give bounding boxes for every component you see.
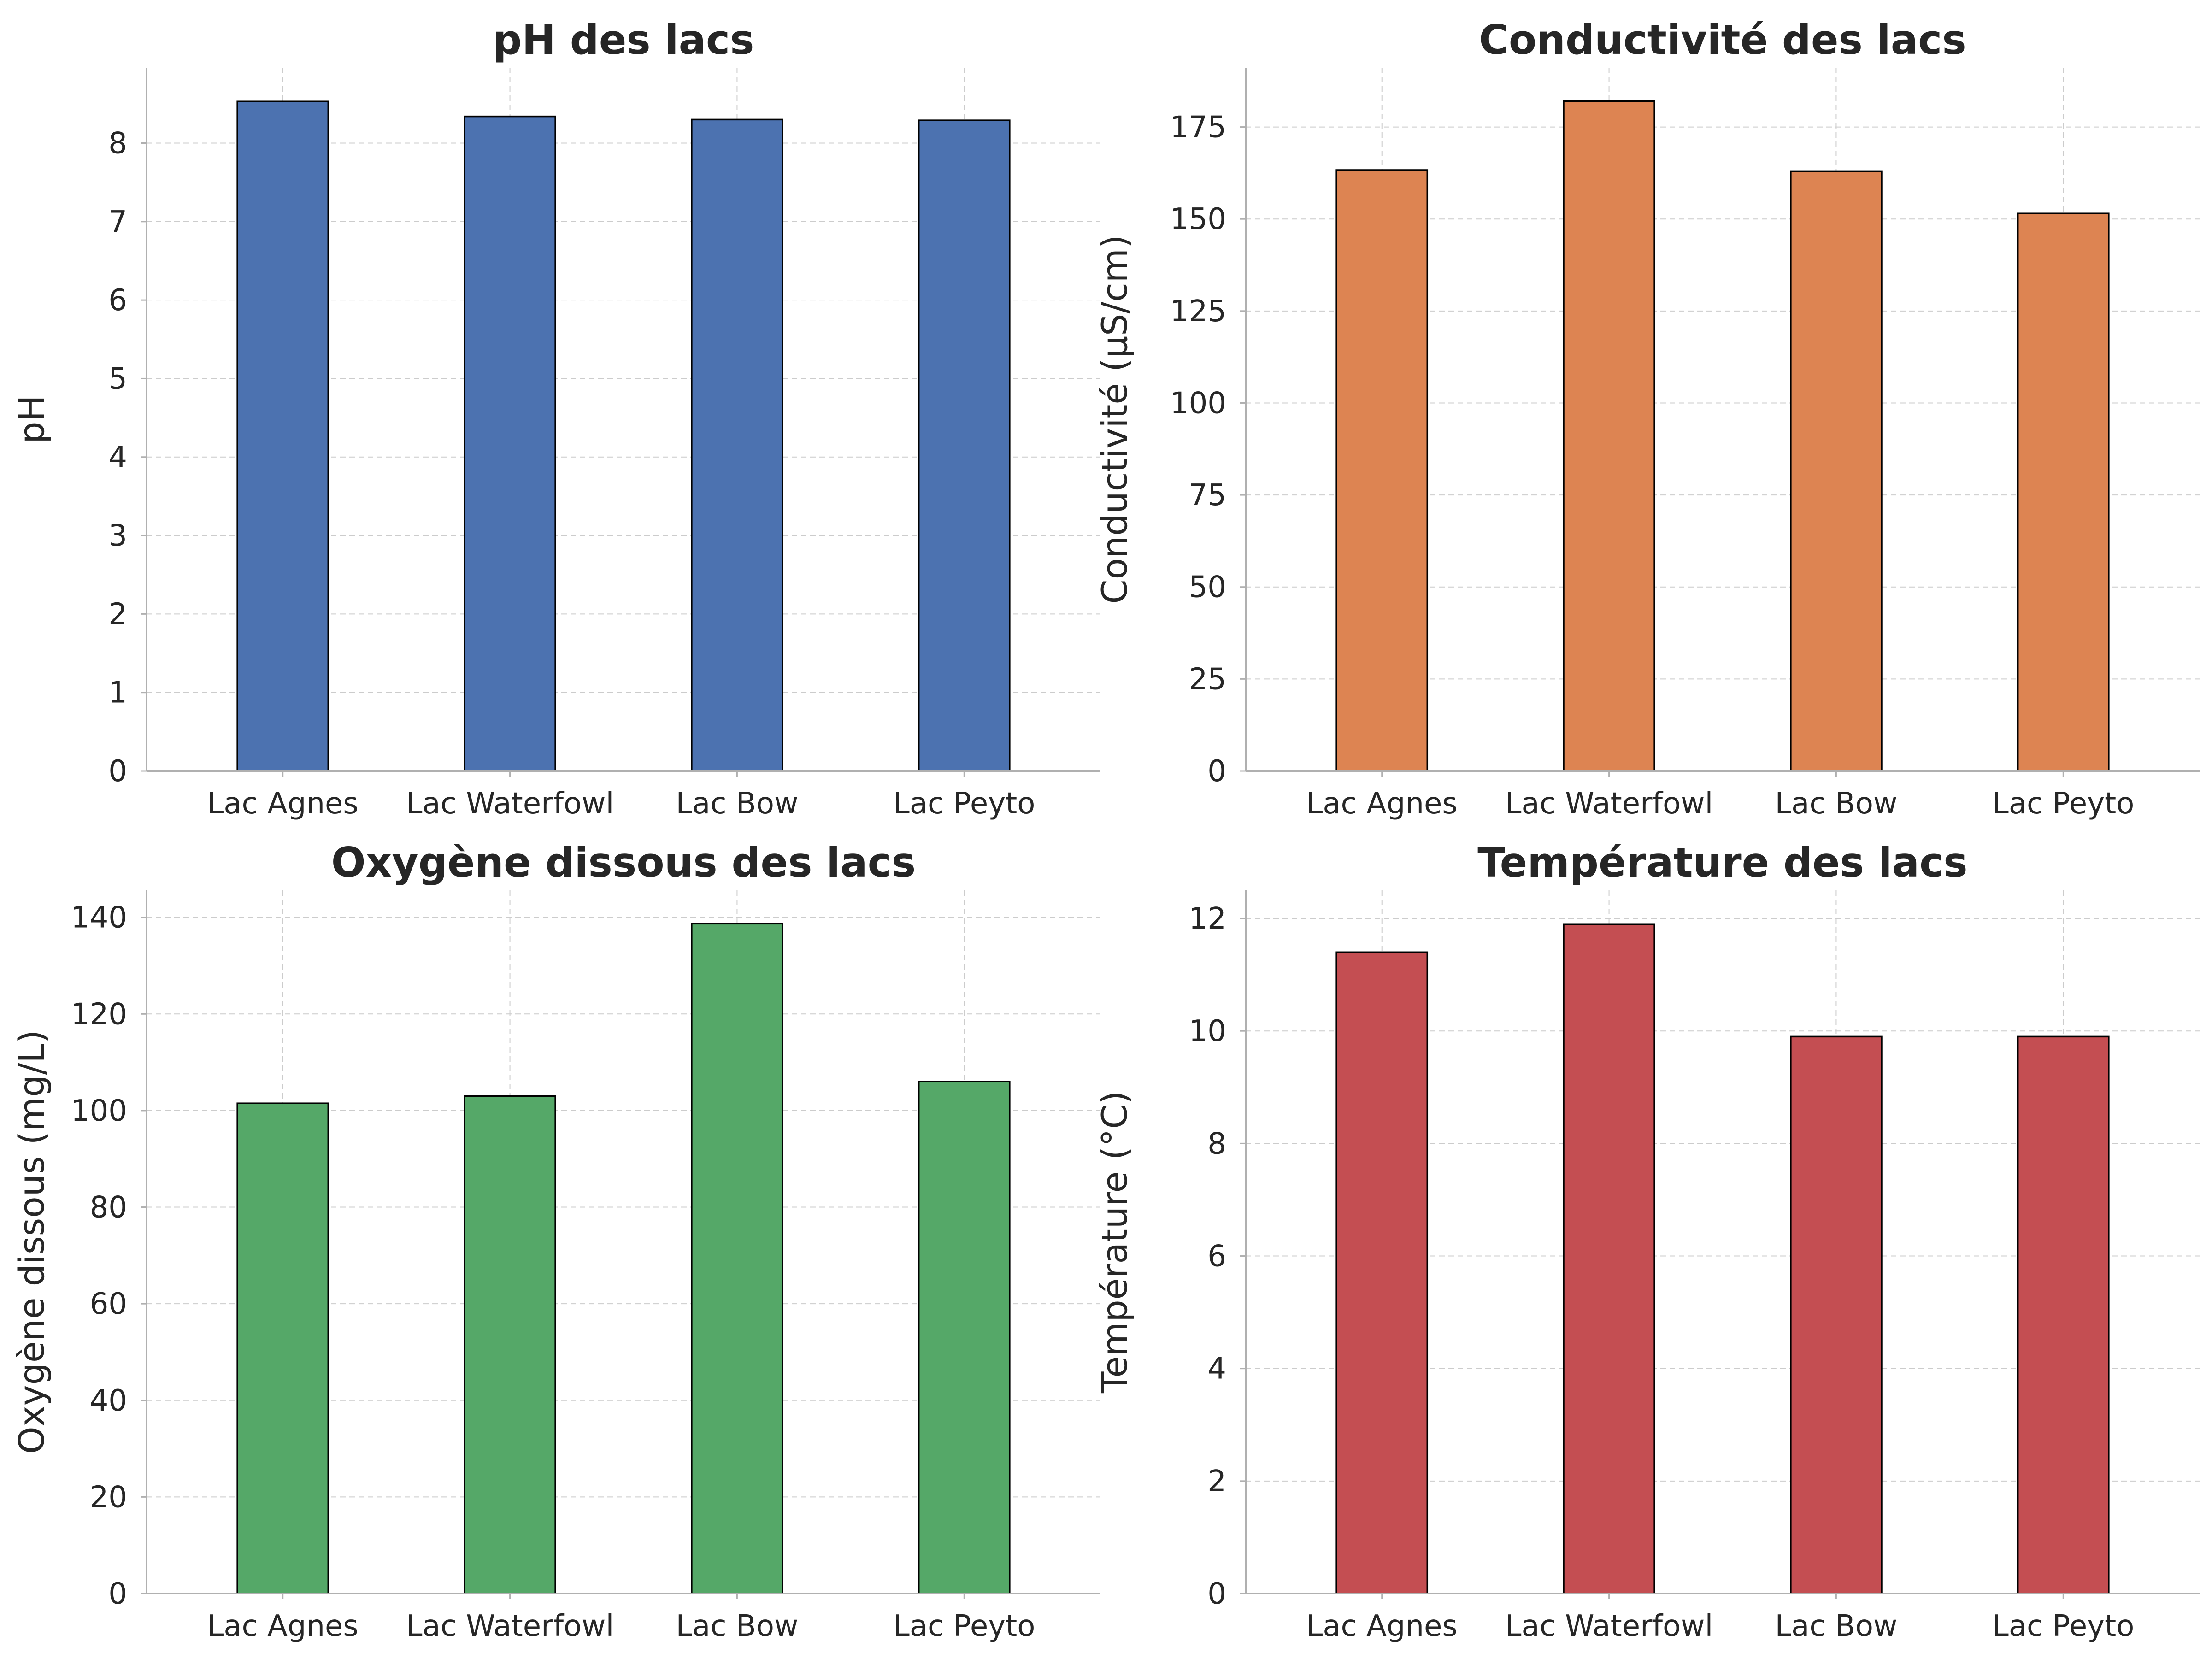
bar-lac-peyto — [918, 119, 1011, 772]
bar-lac-bow — [691, 923, 783, 1594]
bar-lac-waterfowl — [464, 115, 556, 772]
y-tick-label: 4 — [1207, 1352, 1226, 1386]
y-axis-label: Oxygène dissous (mg/L) — [11, 1030, 52, 1454]
y-tick-label: 125 — [1170, 294, 1226, 329]
bar-lac-agnes — [236, 1102, 329, 1594]
chart-title: Oxygène dissous des lacs — [331, 839, 916, 886]
x-tick-label: Lac Bow — [1775, 1609, 1898, 1643]
x-tick-label: Lac Waterfowl — [1505, 1609, 1713, 1643]
y-tick-label: 60 — [90, 1287, 127, 1321]
y-tick-label: 25 — [1189, 662, 1226, 696]
x-tick-label: Lac Bow — [676, 1609, 799, 1643]
x-tick-label: Lac Agnes — [207, 1609, 359, 1643]
x-tick-label: Lac Agnes — [207, 787, 359, 821]
y-tick-label: 8 — [1207, 1127, 1226, 1161]
y-tick-label: 0 — [1207, 754, 1226, 788]
x-tick-label: Lac Bow — [1775, 787, 1898, 821]
bar-lac-peyto — [918, 1081, 1011, 1594]
bar-lac-peyto — [2017, 1035, 2110, 1594]
y-tick-label: 7 — [108, 205, 127, 239]
y-tick-label: 50 — [1189, 571, 1226, 605]
x-tick-label: Lac Peyto — [1992, 1609, 2134, 1643]
x-tick-label: Lac Agnes — [1306, 1609, 1458, 1643]
y-tick-label: 1 — [108, 676, 127, 710]
bar-lac-agnes — [1335, 169, 1429, 772]
bar-lac-bow — [1790, 170, 1883, 772]
y-tick-label: 120 — [71, 997, 127, 1031]
x-tick-label: Lac Agnes — [1306, 787, 1458, 821]
y-tick-label: 80 — [90, 1191, 127, 1225]
chart-panel-1: 0 25 50 75 100 125 150 175 Lac Agnes Lac Waterfow… — [1094, 16, 2200, 821]
chart-panel-0: 0 1 2 3 4 5 6 7 8 Lac Agnes Lac Waterfowl Lac Bow La… — [11, 16, 1100, 821]
bar-lac-waterfowl — [1563, 100, 1655, 772]
chart-title: Température des lacs — [1477, 839, 1967, 886]
y-tick-label: 0 — [108, 754, 127, 788]
y-tick-label: 75 — [1189, 478, 1226, 512]
bar-lac-peyto — [2017, 212, 2110, 772]
y-tick-label: 100 — [71, 1094, 127, 1128]
y-axis-label: Température (°C) — [1094, 1091, 1135, 1394]
y-tick-label: 5 — [108, 362, 127, 396]
y-axis-label: Conductivité (µS/cm) — [1094, 235, 1135, 604]
bar-lac-agnes — [236, 100, 329, 772]
bar-lac-bow — [691, 118, 783, 772]
y-tick-label: 140 — [71, 901, 127, 935]
y-axis-label: pH — [11, 395, 52, 443]
bar-lac-agnes — [1335, 951, 1429, 1594]
y-tick-label: 40 — [90, 1384, 127, 1418]
y-tick-label: 20 — [90, 1480, 127, 1514]
y-tick-label: 175 — [1170, 111, 1226, 145]
y-tick-label: 2 — [1207, 1465, 1226, 1499]
x-tick-label: Lac Waterfowl — [1505, 787, 1713, 821]
y-tick-label: 10 — [1189, 1014, 1226, 1048]
y-tick-label: 0 — [1207, 1577, 1226, 1611]
x-tick-label: Lac Bow — [676, 787, 799, 821]
y-tick-label: 4 — [108, 441, 127, 475]
x-tick-label: Lac Waterfowl — [406, 787, 614, 821]
y-tick-label: 150 — [1170, 202, 1226, 236]
chart-title: Conductivité des lacs — [1479, 16, 1966, 64]
chart-panel-3: 0 2 4 6 8 10 12 Lac Agnes Lac Waterfowl Lac Bow La… — [1094, 839, 2200, 1643]
y-tick-label: 0 — [108, 1577, 127, 1611]
bar-lac-waterfowl — [1563, 923, 1655, 1594]
x-tick-label: Lac Peyto — [893, 787, 1035, 821]
y-tick-label: 6 — [108, 283, 127, 318]
y-tick-label: 6 — [1207, 1240, 1226, 1274]
chart-panel-2: 0 20 40 60 80 100 120 140 Lac Agnes Lac Waterfowl… — [11, 839, 1100, 1643]
x-tick-label: Lac Peyto — [1992, 787, 2134, 821]
chart-title: pH des lacs — [493, 16, 754, 64]
y-tick-label: 3 — [108, 519, 127, 553]
bar-lac-bow — [1790, 1035, 1883, 1594]
x-tick-label: Lac Waterfowl — [406, 1609, 614, 1643]
y-tick-label: 100 — [1170, 386, 1226, 420]
y-tick-label: 2 — [108, 597, 127, 631]
y-tick-label: 12 — [1189, 902, 1226, 936]
x-tick-label: Lac Peyto — [893, 1609, 1035, 1643]
bar-lac-waterfowl — [464, 1095, 556, 1594]
y-tick-label: 8 — [108, 127, 127, 161]
